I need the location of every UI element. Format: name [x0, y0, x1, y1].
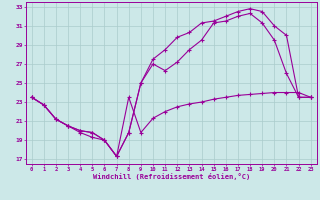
X-axis label: Windchill (Refroidissement éolien,°C): Windchill (Refroidissement éolien,°C)	[92, 173, 250, 180]
